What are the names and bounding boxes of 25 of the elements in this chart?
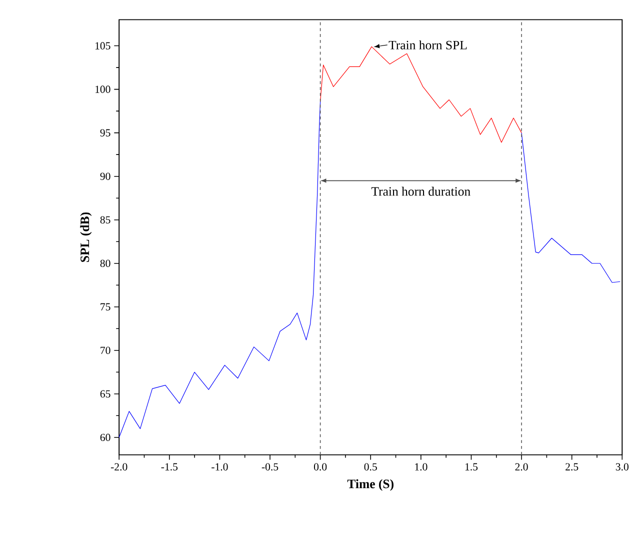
y-tick-label: 95: [100, 129, 110, 137]
y-axis-title: SPL (dB): [80, 212, 92, 262]
x-tick-label: -1.5: [161, 463, 178, 471]
annotation: Train horn duration: [371, 187, 470, 196]
x-tick-label: 1.0: [415, 463, 428, 471]
y-tick-label: 65: [100, 390, 110, 398]
y-tick-label: 70: [100, 346, 110, 354]
annotation: Train horn SPL: [388, 40, 467, 50]
x-tick-label: 0.5: [364, 463, 377, 471]
x-tick-label: -0.5: [262, 463, 278, 471]
y-tick-label: 100: [95, 86, 110, 94]
x-tick-label: 0.0: [314, 463, 327, 471]
x-tick-label: 2.5: [566, 463, 578, 471]
y-tick-label: 80: [100, 260, 110, 268]
y-tick-label: 60: [100, 434, 110, 442]
y-tick-label: 105: [95, 42, 110, 50]
y-tick-label: 75: [100, 304, 110, 311]
y-tick-label: 90: [100, 172, 110, 180]
x-tick-label: -2.0: [110, 463, 128, 471]
x-tick-label: 3.0: [616, 463, 628, 471]
x-tick-label: 2.0: [515, 463, 528, 471]
x-tick-label: -1.0: [212, 463, 228, 471]
x-tick-label: 1.5: [465, 463, 478, 471]
y-tick-label: 85: [100, 216, 110, 224]
x-axis-title: Time (S): [347, 479, 394, 492]
